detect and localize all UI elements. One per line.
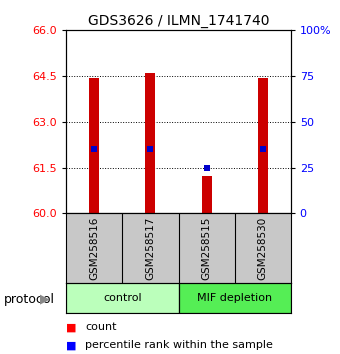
- Bar: [89, 78, 99, 213]
- Text: GSM258517: GSM258517: [146, 217, 155, 280]
- Text: ▶: ▶: [40, 293, 50, 306]
- Text: ■: ■: [66, 340, 77, 350]
- Text: GSM258516: GSM258516: [89, 217, 99, 280]
- Title: GDS3626 / ILMN_1741740: GDS3626 / ILMN_1741740: [88, 14, 269, 28]
- Text: count: count: [85, 322, 117, 332]
- Bar: [66, 283, 178, 313]
- Bar: [178, 283, 291, 313]
- Text: protocol: protocol: [3, 293, 54, 306]
- Bar: [146, 74, 155, 213]
- Text: ■: ■: [66, 322, 77, 332]
- Text: MIF depletion: MIF depletion: [197, 293, 272, 303]
- Bar: [258, 78, 268, 213]
- Bar: [202, 176, 211, 213]
- Text: control: control: [103, 293, 142, 303]
- Text: GSM258515: GSM258515: [202, 217, 211, 280]
- Text: percentile rank within the sample: percentile rank within the sample: [85, 340, 273, 350]
- Text: GSM258530: GSM258530: [258, 217, 268, 280]
